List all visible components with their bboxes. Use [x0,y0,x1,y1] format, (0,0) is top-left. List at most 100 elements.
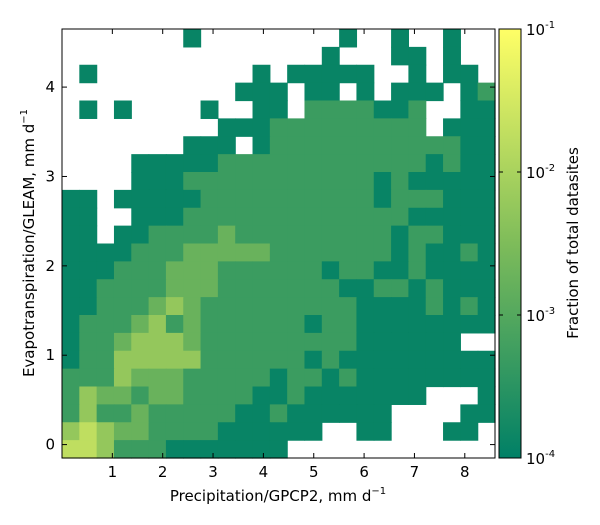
heatmap-cell [269,297,288,316]
heatmap-cell [200,368,219,388]
heatmap-cell [79,189,98,209]
heatmap-cell [269,243,288,262]
heatmap-cell [477,154,496,173]
heatmap-cell [373,368,392,388]
heatmap-cell [443,207,461,227]
heatmap-cell [425,279,444,298]
heatmap-cell [339,172,358,191]
heatmap-cell [443,172,461,191]
heatmap-cell [131,172,150,191]
heatmap-cell [96,386,115,405]
heatmap-cell [477,225,496,245]
heatmap-cell [391,118,409,137]
heatmap-cell [391,100,409,119]
heatmap-cell [252,279,271,298]
heatmap-cell [200,243,219,262]
heatmap-cell [131,154,150,173]
heatmap-cell [79,350,98,370]
heatmap-cell [252,350,271,370]
heatmap-cell [113,261,132,280]
heatmap-cell [113,404,132,423]
heatmap-cell [460,422,479,441]
heatmap-cell [113,440,132,459]
heatmap-cell [200,404,219,423]
heatmap-cell [321,368,340,388]
heatmap-cell [443,189,461,209]
heatmap-cell [425,350,444,370]
heatmap-cell [217,207,236,227]
heatmap-cell [443,29,461,48]
heatmap-cell [131,332,150,352]
heatmap-cell [252,82,271,102]
heatmap-cell [477,118,496,137]
y-tick-label: 3 [45,167,55,185]
heatmap-cell [62,243,80,262]
heatmap-cell [391,189,409,209]
heatmap-cell [321,64,340,84]
heatmap-cell [477,279,496,298]
heatmap-cell [252,440,271,459]
heatmap-cell [79,332,98,352]
x-tick-label: 5 [309,463,319,481]
heatmap-cell [460,350,479,370]
x-axis-label-unit-exponent: −1 [371,486,386,497]
heatmap-cell [304,172,323,191]
heatmap-cell [200,189,219,209]
heatmap-cell [339,315,358,334]
heatmap-cell [62,368,80,388]
heatmap-cell [391,172,409,191]
heatmap-cell [183,368,202,388]
heatmap-cell [304,261,323,280]
heatmap-cell [321,172,340,191]
heatmap-cell [321,386,340,405]
heatmap-cell [217,136,236,155]
heatmap-cell [460,172,479,191]
heatmap-cell [96,422,115,441]
heatmap-cell [321,207,340,227]
heatmap-cell [477,315,496,334]
heatmap-cell [217,225,236,245]
heatmap-cell [79,368,98,388]
heatmap-cell [200,225,219,245]
heatmap-cell [183,315,202,334]
heatmap-cell [235,332,254,352]
heatmap-cell [269,172,288,191]
heatmap-cell [477,386,496,405]
heatmap-cell [252,368,271,388]
heatmap-cell [269,118,288,137]
heatmap-cell [131,189,150,209]
heatmap-cell [321,118,340,137]
heatmap-cell [373,136,392,155]
heatmap-cell [235,368,254,388]
heatmap-cell [79,315,98,334]
heatmap-cell [200,350,219,370]
heatmap-cell [321,154,340,173]
heatmap-cell [165,386,184,405]
colorbar-tick-label: 10-1 [526,20,555,39]
heatmap-cell [321,100,340,119]
heatmap-cell [165,154,184,173]
heatmap-cell [425,332,444,352]
heatmap-cell [183,189,202,209]
heatmap-cell [373,350,392,370]
heatmap-cell [460,279,479,298]
heatmap-cell [79,207,98,227]
heatmap-cell [339,386,358,405]
heatmap-cell [217,297,236,316]
heatmap-cell [373,404,392,423]
heatmap-cell [165,279,184,298]
heatmap-cell [113,386,132,405]
heatmap-cell [165,440,184,459]
heatmap-cell [339,332,358,352]
heatmap-cell [96,440,115,459]
heatmap-cell [460,261,479,280]
heatmap-cell [96,332,115,352]
heatmap-cell [269,82,288,102]
x-tick-label: 6 [359,463,369,481]
heatmap-cell [339,29,358,48]
heatmap-cell [408,261,427,280]
heatmap-cell [477,100,496,119]
heatmap-cell [131,225,150,245]
heatmap-cell [443,136,461,155]
heatmap-cell [269,386,288,405]
